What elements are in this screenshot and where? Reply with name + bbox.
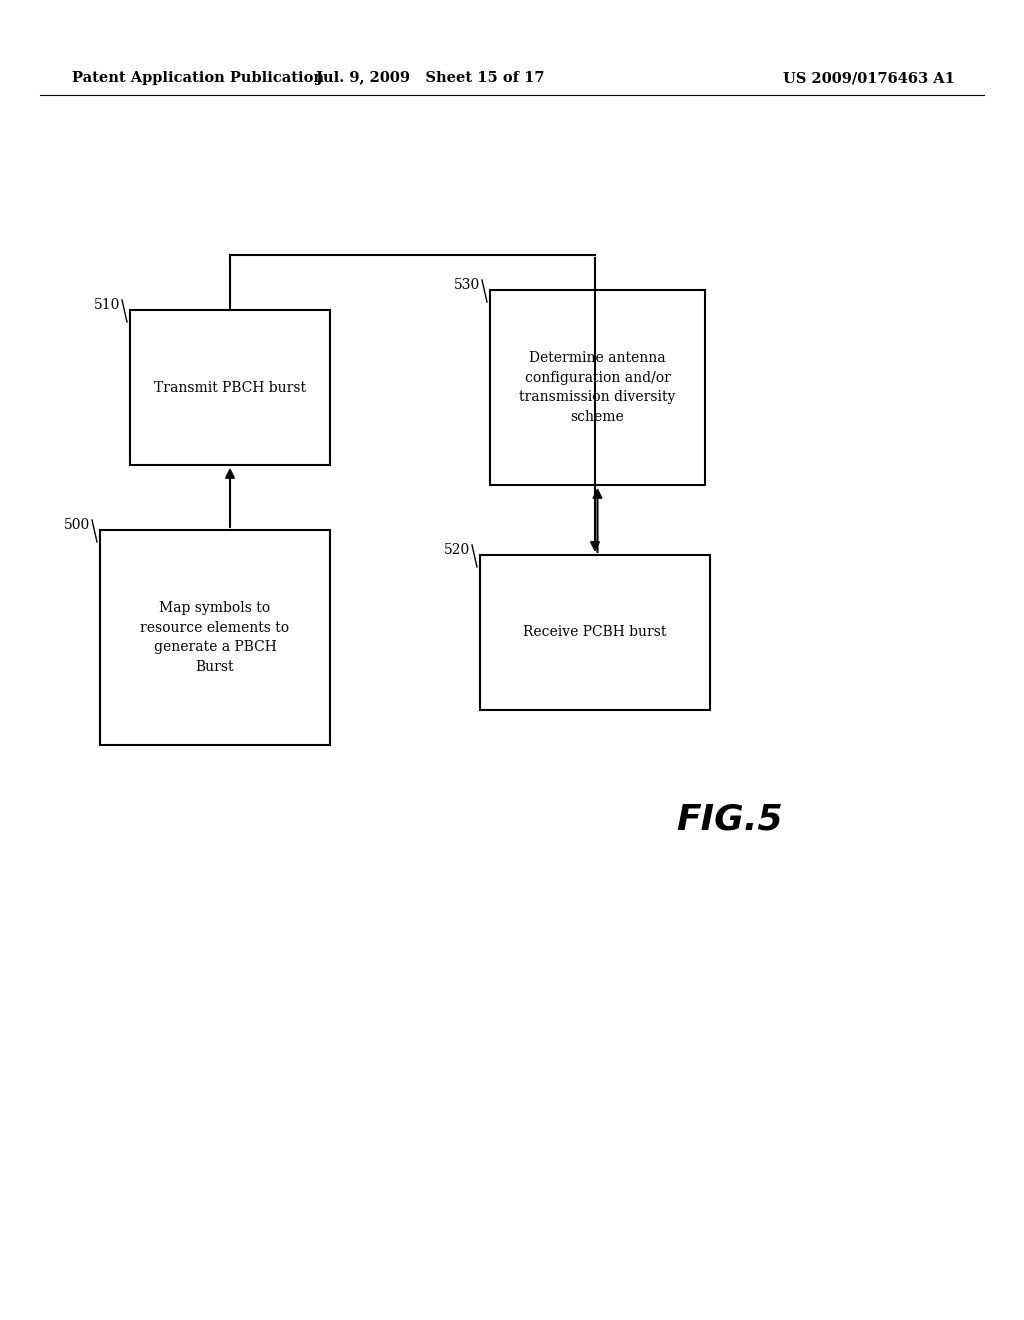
Text: 520: 520 — [443, 543, 470, 557]
Bar — [100, 531, 330, 744]
Text: Transmit PBCH burst: Transmit PBCH burst — [154, 380, 306, 395]
Bar — [130, 310, 330, 465]
Text: 500: 500 — [63, 517, 90, 532]
Text: Jul. 9, 2009   Sheet 15 of 17: Jul. 9, 2009 Sheet 15 of 17 — [315, 71, 544, 84]
Text: Patent Application Publication: Patent Application Publication — [72, 71, 324, 84]
Text: 530: 530 — [454, 279, 480, 292]
Text: US 2009/0176463 A1: US 2009/0176463 A1 — [783, 71, 955, 84]
Bar — [490, 290, 705, 484]
Text: Receive PCBH burst: Receive PCBH burst — [523, 626, 667, 639]
Text: 510: 510 — [93, 298, 120, 312]
Text: FIG.5: FIG.5 — [677, 803, 783, 837]
Text: Map symbols to
resource elements to
generate a PBCH
Burst: Map symbols to resource elements to gene… — [140, 601, 290, 673]
Text: Determine antenna
configuration and/or
transmission diversity
scheme: Determine antenna configuration and/or t… — [519, 351, 676, 424]
Bar — [480, 554, 710, 710]
